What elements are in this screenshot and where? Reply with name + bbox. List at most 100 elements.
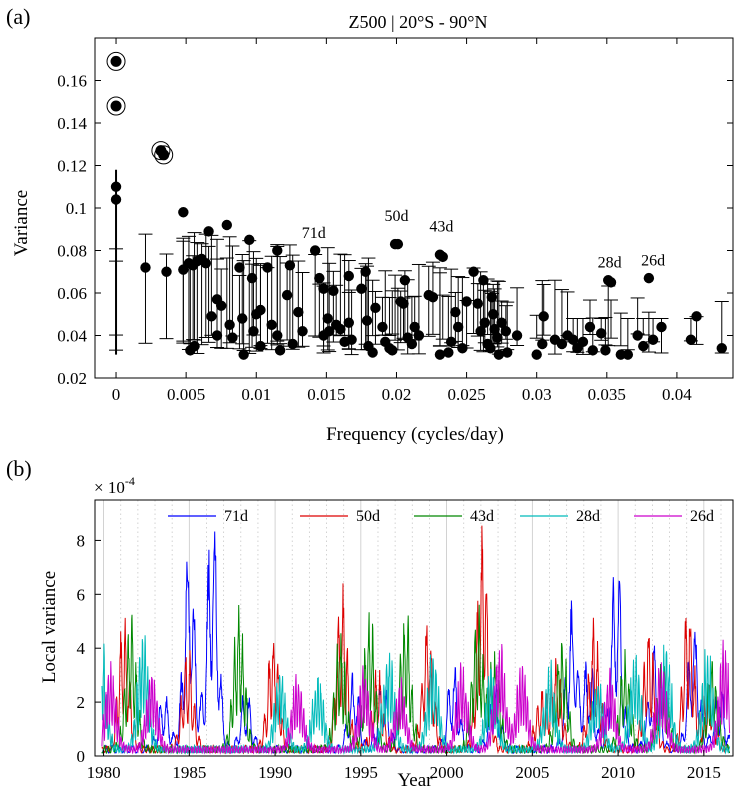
panel-a-point (605, 277, 617, 288)
panel-a-point (234, 262, 245, 273)
panel-a-ytick-label: 0.02 (57, 369, 87, 388)
panel-a-point (387, 345, 398, 356)
panel-a-point (478, 275, 489, 286)
panel-a-point (343, 317, 354, 328)
panel-b-ytick-label: 2 (77, 693, 86, 712)
panel-a-point (500, 326, 512, 337)
panel-a-point (434, 349, 446, 360)
panel-b-ylabel: Local variance (39, 571, 60, 683)
panel-b-xtick-label: 1985 (172, 763, 206, 782)
panel-a-point (398, 298, 409, 309)
panel-a-point (461, 296, 472, 307)
panel-a-circled-point (110, 55, 122, 67)
legend-label-43d: 43d (470, 508, 494, 525)
panel-b-xtick-label: 2015 (687, 763, 721, 782)
panel-a-ytick-label: 0.16 (57, 72, 87, 91)
panel-a-point (502, 347, 513, 358)
panel-a-point (472, 298, 483, 309)
panel-a-axes-box (94, 37, 734, 379)
panel-a-xtick-label: 0.015 (307, 385, 345, 404)
panel-a-point (685, 334, 697, 345)
panel-a-point (486, 292, 498, 303)
panel-b-series-lines (101, 525, 731, 755)
panel-a-point (457, 343, 468, 354)
panel-a-point (370, 302, 381, 314)
panel-a-point (314, 272, 325, 284)
panel-a-point (537, 338, 548, 350)
panel-a-point (584, 321, 596, 333)
panel-b-ticks: 1980 1985 1990 1995 2000 2005 2010 2015 0 2 4 6 8 (77, 531, 721, 782)
panel-a-point (203, 226, 214, 237)
panel-b-xlabel: Year (397, 770, 433, 791)
panel-a-point (587, 345, 598, 356)
panel-b-label: (b) (6, 456, 32, 481)
panel-a-point (691, 311, 702, 322)
panel-a-xtick-label: 0.005 (167, 385, 205, 404)
panel-a-xtick-label: 0.025 (447, 385, 485, 404)
panel-a-point (413, 330, 425, 341)
panel-a-annotation-43d: 43d (429, 218, 453, 235)
panel-a-point (322, 313, 333, 324)
panel-a-circled-point-ring (106, 51, 126, 71)
series-line-71d (101, 531, 731, 755)
panel-a-xtick-label: 0.04 (662, 385, 692, 404)
panel-a-circled-point (158, 149, 170, 161)
panel-a-point (716, 343, 727, 354)
panel-a-point (140, 262, 151, 273)
panel-a-point (293, 306, 304, 318)
panel-a-point (452, 321, 464, 333)
panel-a-point (496, 317, 507, 328)
panel-a-point (272, 330, 283, 341)
panel-a-point (161, 266, 172, 277)
panel-b-xtick-label: 2010 (601, 763, 635, 782)
panel-a-point (328, 285, 339, 297)
panel-a-point (409, 321, 420, 333)
panel-a-point (200, 258, 211, 269)
panel-a-point (511, 330, 523, 341)
panel-a-ticks: 0 0.005 0.01 0.015 0.02 0.025 0.03 0.035 0.04 0.0… (57, 38, 733, 404)
panel-a-point (189, 340, 200, 352)
series-line-26d (101, 639, 731, 755)
panel-a-xlabel: Frequency (cycles/day) (326, 424, 504, 445)
panel-a-point (284, 260, 296, 271)
panel-a-point (262, 262, 273, 273)
panel-a-point (489, 323, 500, 335)
panel-b-xtick-label: 2005 (515, 763, 549, 782)
panel-a-point (360, 266, 371, 277)
panel-a-points: 71d 50d 43d 28d 26d (106, 51, 727, 360)
panel-a-point (287, 338, 298, 350)
panel-a-point (224, 319, 235, 331)
panel-a-circled-point-ring (154, 145, 174, 165)
panel-a-ytick-label: 0.12 (57, 157, 87, 176)
panel-a-point (567, 334, 579, 345)
panel-b-xtick-label: 1995 (344, 763, 378, 782)
panel-b-ytick-label: 6 (77, 585, 86, 604)
panel-a-point (248, 326, 259, 337)
panel-a-point (479, 317, 491, 328)
panel-a-point (238, 349, 249, 360)
panel-a-point (215, 300, 227, 311)
panel-a-point (468, 266, 479, 277)
panel-a-xtick-label: 0 (112, 385, 121, 404)
panel-a-point (255, 340, 266, 352)
panel-a-annotation-71d: 71d (302, 225, 326, 242)
panel-a-annotation-26d: 26d (641, 252, 665, 269)
panel-a-point (244, 234, 255, 246)
panel-a-point (556, 338, 568, 350)
panel-a-point (110, 194, 122, 205)
panel-b-axes-box (94, 499, 734, 757)
panel-a-point (346, 334, 357, 345)
panel-a-point (485, 343, 496, 354)
panel-a-point (638, 340, 649, 352)
panel-a-point (335, 323, 346, 335)
panel-a-point (445, 336, 457, 348)
panel-a-point (450, 306, 461, 318)
panel-b-ytick-label: 4 (77, 639, 86, 658)
panel-a-point (643, 272, 655, 284)
panel-a-title: Z500 | 20°S - 90°N (349, 12, 488, 32)
panel-a-xtick-label: 0.035 (588, 385, 626, 404)
panel-b: (b) × 10-4 Year Local variance 1980 1985 1… (6, 456, 734, 791)
panel-a-point (211, 330, 223, 341)
panel-b-ytick-label: 0 (77, 747, 86, 766)
panel-b-ytick-label: 8 (77, 531, 86, 550)
